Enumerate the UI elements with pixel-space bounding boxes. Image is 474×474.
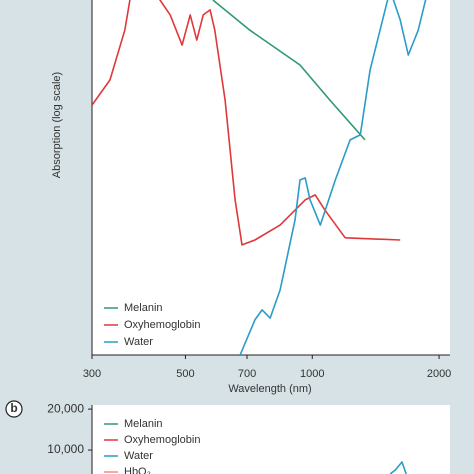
series-line [239,0,427,355]
plot-area [92,0,450,355]
y-axis-label: Absorption (log scale) [51,72,63,178]
series-line [389,461,407,474]
legend-label: Oxyhemoglobin [124,434,200,446]
x-tick-label: 1000 [300,368,324,380]
x-tick-label: 500 [176,368,194,380]
legend-label: HbO₂ [124,466,151,474]
legend-label: Melanin [124,302,163,314]
legend-label: Oxyhemoglobin [124,319,200,331]
x-axis-label: Wavelength (nm) [228,383,311,395]
x-tick-label: 700 [238,368,256,380]
plot-area [92,405,450,474]
x-tick-label: 300 [83,368,101,380]
x-tick-label: 2000 [427,368,451,380]
y-tick-label: 20,000 [47,401,84,415]
series-line [92,0,401,246]
legend-label: Water [124,450,153,462]
y-tick-label: 10,000 [47,442,84,456]
panel-label: b [10,401,17,415]
panel-badge [5,400,23,418]
series-line [212,0,366,141]
legend-label: Water [124,336,153,348]
legend-label: Melanin [124,418,163,430]
